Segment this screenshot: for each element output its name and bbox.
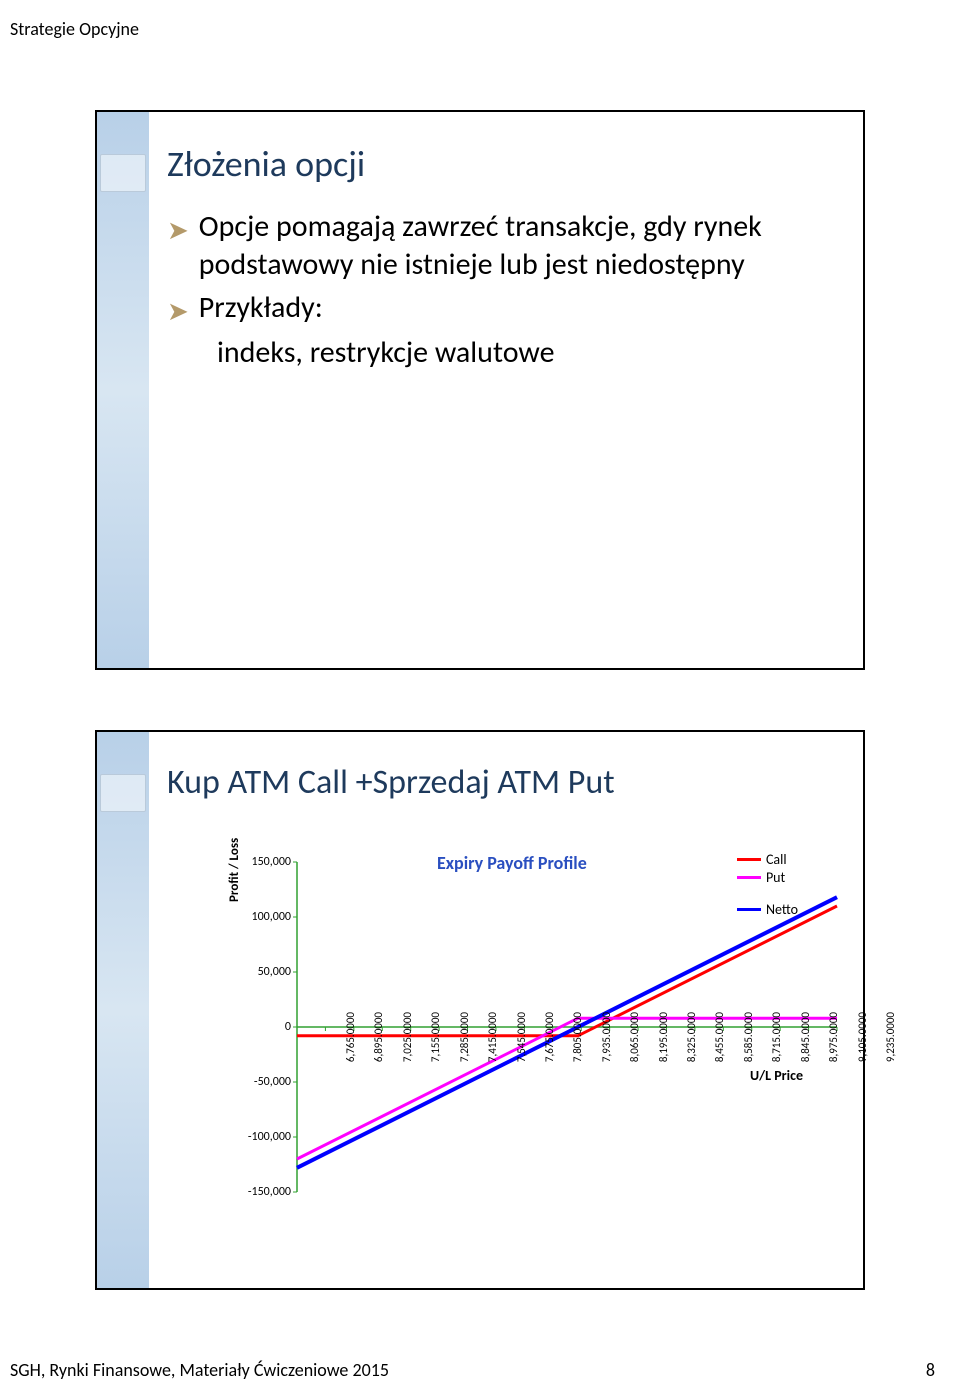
x-tick-label: 9,105.0000 [856,1012,869,1062]
legend-item: Netto [737,900,798,918]
legend-item: Put [737,868,798,886]
x-tick-label: 7,155.0000 [429,1012,442,1062]
slide-2-title: Kup ATM Call +Sprzedaj ATM Put [167,762,833,803]
page-number: 8 [926,1359,935,1381]
legend-swatch [737,876,761,879]
x-tick-label: 7,285.0000 [458,1012,471,1062]
x-tick-label: 7,805.0000 [571,1012,584,1062]
chart-legend: CallPut Netto [737,850,798,918]
x-tick-label: 7,415.0000 [486,1012,499,1062]
slide-1: Złożenia opcji ➤ Opcje pomagają zawrzeć … [95,110,865,670]
x-tick-label: 6,895.0000 [373,1012,386,1062]
x-tick-label: 8,195.0000 [657,1012,670,1062]
footer-text: SGH, Rynki Finansowe, Materiały Ćwiczeni… [10,1359,389,1381]
x-tick-label: 6,765.0000 [344,1012,357,1062]
slide-1-title: Złożenia opcji [167,142,833,186]
page-header: Strategie Opcyjne [10,18,139,40]
slide-1-bullet-2: ➤ Przykłady: [167,289,833,328]
chevron-bullet-icon: ➤ [167,214,189,247]
y-tick-label: -100,000 [241,1130,291,1144]
slide-1-subtext: indeks, restrykcje walutowe [217,334,833,371]
legend-label: Call [766,851,787,868]
y-tick-label: -50,000 [241,1075,291,1089]
legend-label: Netto [766,901,798,918]
y-tick-label: 0 [241,1020,291,1034]
page-footer: SGH, Rynki Finansowe, Materiały Ćwiczeni… [10,1359,935,1381]
bullet-text: Opcje pomagają zawrzeć transakcje, gdy r… [199,208,833,283]
slide-sidebar-decoration [97,732,149,1288]
payoff-chart: Expiry Payoff Profile Profit / Loss U/L … [237,842,803,1248]
chevron-bullet-icon: ➤ [167,295,189,328]
legend-item: Call [737,850,798,868]
slide-1-bullet-1: ➤ Opcje pomagają zawrzeć transakcje, gdy… [167,208,833,283]
slide-sidebar-decoration [97,112,149,668]
x-tick-label: 7,675.0000 [543,1012,556,1062]
y-tick-label: -150,000 [241,1185,291,1199]
x-tick-label: 8,065.0000 [628,1012,641,1062]
legend-swatch [737,858,761,861]
y-tick-label: 150,000 [241,855,291,869]
x-tick-label: 8,845.0000 [799,1012,812,1062]
y-tick-label: 50,000 [241,965,291,979]
x-tick-label: 7,025.0000 [401,1012,414,1062]
x-tick-label: 7,545.0000 [515,1012,528,1062]
slide-2-body: Kup ATM Call +Sprzedaj ATM Put Expiry Pa… [167,762,833,1268]
x-tick-label: 7,935.0000 [600,1012,613,1062]
x-tick-label: 8,975.0000 [827,1012,840,1062]
y-axis-label: Profit / Loss [227,838,242,902]
x-tick-label: 9,235.0000 [884,1012,897,1062]
x-tick-label: 8,455.0000 [714,1012,727,1062]
legend-label: Put [766,869,785,886]
x-tick-label: 8,325.0000 [685,1012,698,1062]
y-tick-label: 100,000 [241,910,291,924]
legend-swatch [737,908,761,911]
bullet-text: Przykłady: [199,289,323,327]
slide-1-body: Złożenia opcji ➤ Opcje pomagają zawrzeć … [167,142,833,648]
slide-2: Kup ATM Call +Sprzedaj ATM Put Expiry Pa… [95,730,865,1290]
x-tick-label: 8,715.0000 [770,1012,783,1062]
x-tick-label: 8,585.0000 [742,1012,755,1062]
